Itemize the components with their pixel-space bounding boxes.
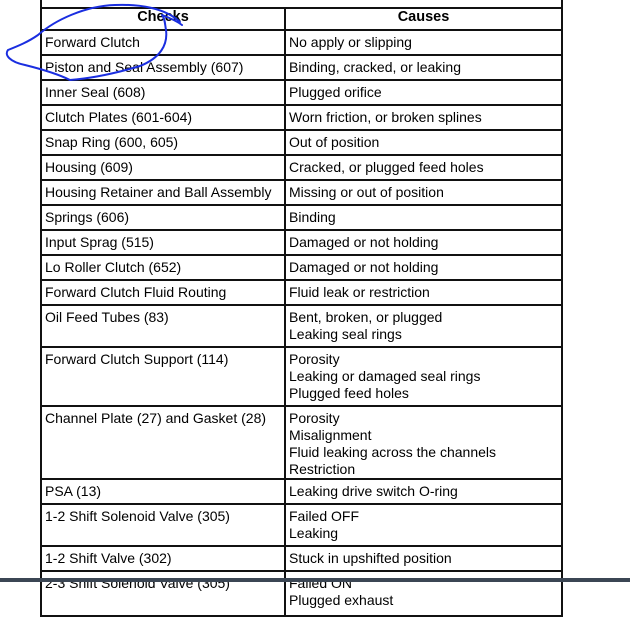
table-row: 1-2 Shift Solenoid Valve (305) Failed OFF… bbox=[40, 503, 563, 547]
causes-cell: Failed OFF Leaking bbox=[284, 503, 563, 547]
check-cell: Forward Clutch bbox=[40, 29, 286, 56]
cause-text: Plugged feed holes bbox=[289, 385, 409, 401]
table-row: Forward Clutch Fluid Routing Fluid leak o… bbox=[40, 279, 563, 306]
cause-text: No apply or slipping bbox=[289, 34, 412, 50]
cause-text: Missing or out of position bbox=[289, 184, 444, 200]
cause-text: Worn friction, or broken splines bbox=[289, 109, 482, 125]
table-row: Piston and Seal Assembly (607) Binding, c… bbox=[40, 54, 563, 81]
cause-text: Stuck in upshifted position bbox=[289, 550, 452, 566]
cause-text: Out of position bbox=[289, 134, 380, 150]
cause-text: Failed OFF bbox=[289, 508, 360, 524]
cause-text: Fluid leak or restriction bbox=[289, 284, 430, 300]
causes-cell: Missing or out of position bbox=[284, 179, 563, 206]
table-row: Channel Plate (27) and Gasket (28) Porosi… bbox=[40, 405, 563, 480]
causes-cell: Plugged orifice bbox=[284, 79, 563, 106]
table-row: PSA (13) Leaking drive switch O-ring bbox=[40, 478, 563, 505]
check-cell: Housing Retainer and Ball Assembly bbox=[40, 179, 286, 206]
check-cell: 1-2 Shift Valve (302) bbox=[40, 545, 286, 572]
table-row: Inner Seal (608) Plugged orifice bbox=[40, 79, 563, 106]
check-cell: Inner Seal (608) bbox=[40, 79, 286, 106]
header-checks: Checks bbox=[40, 7, 286, 31]
table-row: Forward Clutch Support (114) Porosity Leak… bbox=[40, 346, 563, 407]
check-cell: Piston and Seal Assembly (607) bbox=[40, 54, 286, 81]
cause-text: Leaking or damaged seal rings bbox=[289, 368, 481, 384]
check-cell: Input Sprag (515) bbox=[40, 229, 286, 256]
check-cell: Oil Feed Tubes (83) bbox=[40, 304, 286, 348]
causes-cell: Binding bbox=[284, 204, 563, 231]
cause-text: Leaking seal rings bbox=[289, 326, 402, 342]
causes-cell: Bent, broken, or plugged Leaking seal rin… bbox=[284, 304, 563, 348]
causes-cell: No apply or slipping bbox=[284, 29, 563, 56]
cause-text: Leaking bbox=[289, 525, 339, 541]
causes-cell: Out of position bbox=[284, 129, 563, 156]
check-cell: Forward Clutch Fluid Routing bbox=[40, 279, 286, 306]
cause-text: Binding bbox=[289, 209, 336, 225]
window-bottom-bar bbox=[0, 578, 630, 582]
cause-text: Binding, cracked, or leaking bbox=[289, 59, 461, 75]
cause-text: Leaking drive switch O-ring bbox=[289, 483, 458, 499]
causes-cell: Damaged or not holding bbox=[284, 229, 563, 256]
check-cell: Snap Ring (600, 605) bbox=[40, 129, 286, 156]
table-border-top-right bbox=[561, 0, 563, 7]
causes-cell: Damaged or not holding bbox=[284, 254, 563, 281]
causes-cell: Worn friction, or broken splines bbox=[284, 104, 563, 131]
causes-cell: Leaking drive switch O-ring bbox=[284, 478, 563, 505]
table-row: Housing Retainer and Ball Assembly Missin… bbox=[40, 179, 563, 206]
causes-cell: Porosity Leaking or damaged seal rings Plu… bbox=[284, 346, 563, 407]
cause-text: Misalignment bbox=[289, 427, 372, 443]
table-row: Springs (606) Binding bbox=[40, 204, 563, 231]
causes-cell: Cracked, or plugged feed holes bbox=[284, 154, 563, 181]
cause-text: Plugged orifice bbox=[289, 84, 382, 100]
cause-text: Fluid leaking across the channels bbox=[289, 444, 497, 460]
table-row: Forward Clutch No apply or slipping bbox=[40, 29, 563, 56]
cause-text: Damaged or not holding bbox=[289, 234, 439, 250]
table-row: Snap Ring (600, 605) Out of position bbox=[40, 129, 563, 156]
checks-causes-table: Checks Causes Forward Clutch No apply or … bbox=[40, 7, 563, 617]
table-row: Lo Roller Clutch (652) Damaged or not hol… bbox=[40, 254, 563, 281]
causes-cell: Stuck in upshifted position bbox=[284, 545, 563, 572]
table-border-top-left bbox=[40, 0, 42, 7]
cause-text: Cracked, or plugged feed holes bbox=[289, 159, 484, 175]
check-cell: Springs (606) bbox=[40, 204, 286, 231]
cause-text: Porosity bbox=[289, 351, 340, 367]
table-row: 1-2 Shift Valve (302) Stuck in upshifted … bbox=[40, 545, 563, 572]
check-cell: Housing (609) bbox=[40, 154, 286, 181]
header-causes: Causes bbox=[284, 7, 563, 31]
check-cell: Forward Clutch Support (114) bbox=[40, 346, 286, 407]
causes-cell: Fluid leak or restriction bbox=[284, 279, 563, 306]
cause-text: Plugged exhaust bbox=[289, 592, 394, 608]
causes-cell: Binding, cracked, or leaking bbox=[284, 54, 563, 81]
check-cell: 1-2 Shift Solenoid Valve (305) bbox=[40, 503, 286, 547]
table-row: Clutch Plates (601-604) Worn friction, or… bbox=[40, 104, 563, 131]
table-row: Oil Feed Tubes (83) Bent, broken, or plug… bbox=[40, 304, 563, 348]
check-cell: PSA (13) bbox=[40, 478, 286, 505]
cause-text: Damaged or not holding bbox=[289, 259, 439, 275]
cause-text: Porosity bbox=[289, 410, 340, 426]
table-header-row: Checks Causes bbox=[40, 7, 563, 31]
cause-text: Restriction bbox=[289, 461, 356, 477]
cause-text: Bent, broken, or plugged bbox=[289, 309, 443, 325]
table-row: Housing (609) Cracked, or plugged feed ho… bbox=[40, 154, 563, 181]
causes-cell: Porosity Misalignment Fluid leaking across… bbox=[284, 405, 563, 480]
table-row: Input Sprag (515) Damaged or not holding bbox=[40, 229, 563, 256]
check-cell: Clutch Plates (601-604) bbox=[40, 104, 286, 131]
check-cell: Channel Plate (27) and Gasket (28) bbox=[40, 405, 286, 480]
check-cell: Lo Roller Clutch (652) bbox=[40, 254, 286, 281]
